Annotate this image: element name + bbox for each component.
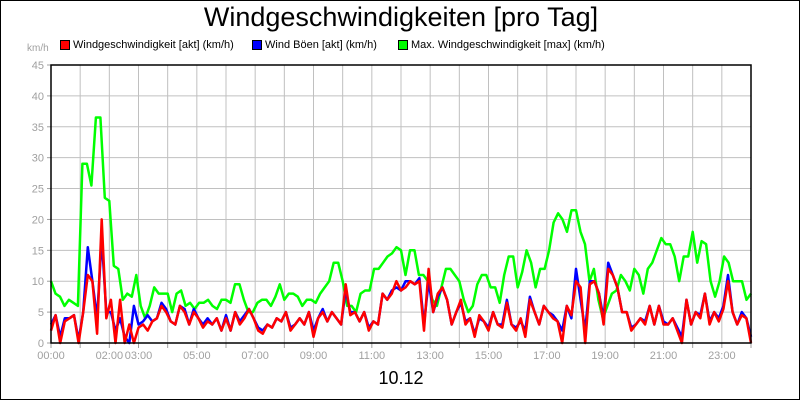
x-tick-label: 13:00 — [416, 350, 444, 362]
x-tick-label: 05:00 — [183, 350, 211, 362]
legend-label: Wind Böen [akt] (km/h) — [265, 39, 377, 51]
x-tick-label: 19:00 — [591, 350, 619, 362]
x-tick-label: 09:00 — [300, 350, 328, 362]
chart-title: Windgeschwindigkeiten [pro Tag] — [203, 2, 599, 32]
y-tick-label: 25 — [32, 184, 44, 196]
date-label: 10.12 — [378, 368, 424, 388]
legend-item-gusts: Wind Böen [akt] (km/h) — [252, 39, 377, 51]
x-tick-label: 00:00 — [37, 350, 65, 362]
legend-item-max-wind-speed: Max. Windgeschwindigkeit [max] (km/h) — [398, 39, 605, 51]
series-line-2 — [49, 116, 753, 320]
series-line-0 — [49, 218, 753, 345]
x-tick-label: 07:00 — [241, 350, 269, 362]
y-tick-label: 30 — [32, 153, 44, 165]
y-tick-label: 5 — [38, 307, 44, 319]
y-tick-label: 35 — [32, 122, 44, 134]
x-tick-label: 17:00 — [533, 350, 561, 362]
y-tick-label: 15 — [32, 245, 44, 257]
x-tick-label: 02:00 — [96, 350, 124, 362]
y-tick-label: 0 — [38, 338, 44, 350]
x-tick-label: 21:00 — [650, 350, 678, 362]
y-axis-unit: km/h — [27, 43, 49, 54]
legend-swatch-blue — [252, 40, 262, 50]
legend-swatch-red — [60, 40, 70, 50]
legend-label: Max. Windgeschwindigkeit [max] (km/h) — [411, 39, 605, 51]
y-tick-label: 20 — [32, 214, 44, 226]
x-tick-label: 03:00 — [125, 350, 153, 362]
y-tick-label: 10 — [32, 276, 44, 288]
y-tick-label: 45 — [32, 60, 44, 72]
x-tick-label: 15:00 — [475, 350, 503, 362]
y-tick-label: 40 — [32, 91, 44, 103]
legend-swatch-green — [398, 40, 408, 50]
plot-border — [50, 64, 752, 344]
legend-label: Windgeschwindigkeit [akt] (km/h) — [73, 39, 234, 51]
legend-item-wind-speed: Windgeschwindigkeit [akt] (km/h) — [60, 39, 234, 51]
x-tick-label: 11:00 — [358, 350, 385, 362]
x-tick-label: 23:00 — [708, 350, 736, 362]
